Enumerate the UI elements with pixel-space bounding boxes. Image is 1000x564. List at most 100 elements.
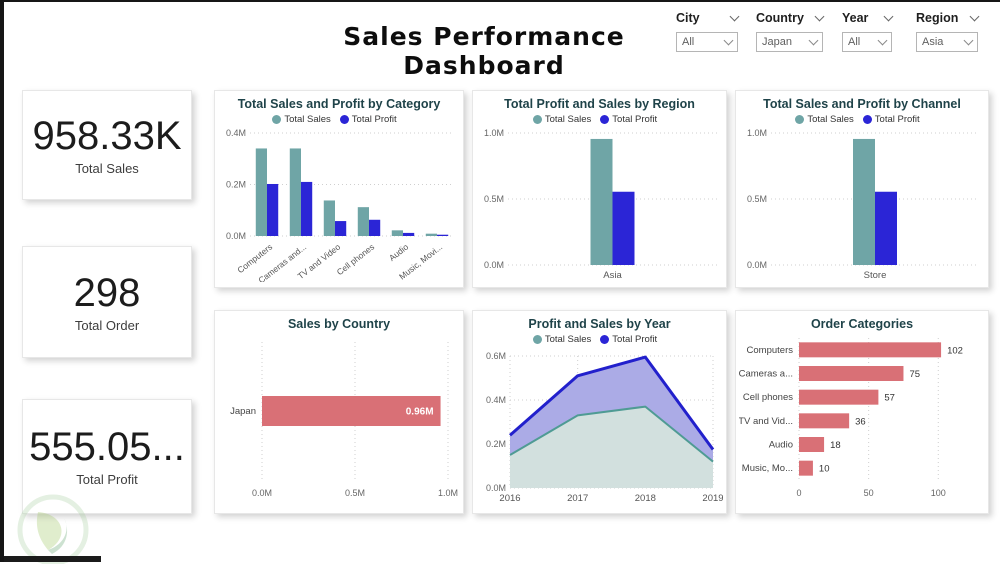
filter-year-dropdown[interactable]: All (842, 32, 892, 52)
filter-city-header[interactable]: City (676, 10, 740, 26)
legend-dot[interactable] (600, 115, 610, 124)
bar[interactable] (425, 233, 437, 236)
chevron-down-icon (963, 35, 974, 46)
country-hbar-chart[interactable]: 0.0M 0.5M 1.0M Japan 0.96M (218, 332, 460, 504)
axis-label: Computers (747, 345, 794, 356)
axis-label: Cell phones (335, 242, 377, 278)
axis-label: 1.0M (484, 128, 504, 138)
axis-label: 0.6M (486, 351, 506, 361)
legend-item-label[interactable]: Total Profit (351, 114, 397, 125)
axis-label: 0.2M (486, 439, 506, 449)
chevron-down-icon[interactable] (729, 11, 740, 22)
chart-legend: Total Sales Total Profit (473, 332, 726, 347)
legend-dot[interactable] (532, 335, 542, 344)
legend-dot[interactable] (532, 115, 542, 124)
chart-card-profit-sales-by-year: Profit and Sales by Year Total Sales Tota… (472, 310, 727, 514)
axis-label: 0 (796, 488, 801, 498)
chart-title: Profit and Sales by Year (528, 317, 671, 331)
chevron-down-icon[interactable] (814, 11, 825, 22)
legend-item-label[interactable]: Total Sales (544, 114, 592, 125)
chart-title: Total Sales and Profit by Channel (763, 97, 961, 111)
area[interactable] (510, 406, 713, 488)
legend-item-label[interactable]: Total Sales (544, 334, 592, 345)
bar[interactable] (853, 138, 875, 265)
bar[interactable] (799, 437, 825, 452)
bar[interactable] (799, 342, 942, 358)
axis-label: 0.0M (486, 483, 506, 493)
filter-region-value: Asia (922, 36, 944, 48)
area-line[interactable] (509, 405, 714, 463)
chart-card-profit-sales-by-region: Total Profit and Sales by Region Total S… (472, 90, 727, 288)
filter-region-header[interactable]: Region (916, 10, 980, 26)
order-categories-hbar-chart[interactable]: 0 50 100 Computers 102 Cameras a... 75 Cell pho… (739, 332, 985, 504)
bar[interactable] (357, 207, 369, 236)
axis-label: 50 (864, 488, 874, 498)
filter-city-dropdown[interactable]: All (676, 32, 738, 52)
bar[interactable] (335, 221, 347, 236)
legend-dot[interactable] (795, 115, 805, 124)
legend-dot[interactable] (600, 335, 610, 344)
filter-country-header[interactable]: Country (756, 10, 825, 26)
filter-region-dropdown[interactable]: Asia (916, 32, 978, 52)
axis-label: 0.5M (484, 194, 504, 204)
axis-label: 0.2M (226, 180, 246, 190)
legend-item-label[interactable]: Total Sales (807, 114, 854, 125)
legend-dot[interactable] (272, 115, 282, 124)
chevron-down-icon (808, 35, 819, 46)
chevron-down-icon (877, 35, 888, 46)
filter-country-value: Japan (762, 36, 792, 48)
bar[interactable] (289, 148, 301, 236)
axis-label: Audio (769, 440, 793, 451)
chart-legend: Total Sales Total Profit (473, 112, 726, 127)
bar-value-label: 18 (830, 440, 841, 451)
legend-dot[interactable] (862, 115, 872, 124)
bar[interactable] (403, 232, 415, 236)
filter-region: Region Asia (916, 10, 980, 52)
filter-country-dropdown[interactable]: Japan (756, 32, 823, 52)
kpi-label-total-profit: Total Profit (76, 472, 138, 487)
kpi-card-total-profit: 555.05... Total Profit (22, 399, 192, 514)
filter-year-label: Year (842, 11, 869, 25)
bar[interactable] (875, 191, 897, 265)
filter-year-value: All (848, 36, 861, 48)
bar[interactable] (301, 181, 313, 236)
axis-label: 0.0M (226, 231, 246, 241)
filter-year-header[interactable]: Year (842, 10, 894, 26)
bar[interactable] (799, 389, 879, 405)
bar[interactable] (437, 234, 449, 236)
bar[interactable] (391, 230, 403, 236)
region-bar-chart[interactable]: 0.0M 0.5M 1.0M Asia (476, 128, 723, 282)
bar[interactable] (799, 413, 850, 429)
chart-legend: Total Sales Total Profit (736, 112, 988, 127)
bar-value-label: 57 (884, 393, 895, 404)
chevron-down-icon[interactable] (969, 11, 980, 22)
bar[interactable] (590, 138, 613, 265)
bar-value-label: 102 (947, 345, 963, 356)
legend-item-label[interactable]: Total Profit (874, 114, 920, 125)
bar[interactable] (267, 183, 279, 236)
legend-item-label[interactable]: Total Sales (284, 114, 331, 125)
bar[interactable] (799, 366, 904, 381)
year-area-chart[interactable]: 0.0M 0.2M 0.4M 0.6M 2016 2017 2018 2019 (476, 348, 723, 506)
chevron-down-icon (723, 35, 734, 46)
area-line[interactable] (509, 355, 715, 451)
bar[interactable] (369, 219, 381, 236)
axis-label: Store (864, 270, 887, 281)
legend-item-label[interactable]: Total Profit (612, 334, 658, 345)
bar[interactable] (262, 396, 441, 426)
bar[interactable] (323, 200, 335, 236)
axis-label: 0.0M (252, 488, 272, 498)
bar[interactable] (612, 191, 635, 265)
legend-dot[interactable] (339, 115, 349, 124)
chart-title: Total Sales and Profit by Category (237, 97, 441, 111)
legend-item-label[interactable]: Total Profit (612, 114, 658, 125)
bar[interactable] (799, 460, 813, 476)
bar-value-label: 10 (819, 464, 830, 475)
filter-country: Country Japan (756, 10, 825, 52)
channel-bar-chart[interactable]: 0.0M 0.5M 1.0M Store (739, 128, 985, 282)
filter-year: Year All (842, 10, 894, 52)
bar[interactable] (255, 148, 267, 236)
kpi-value-total-sales: 958.33K (32, 113, 182, 158)
chevron-down-icon[interactable] (883, 11, 894, 22)
